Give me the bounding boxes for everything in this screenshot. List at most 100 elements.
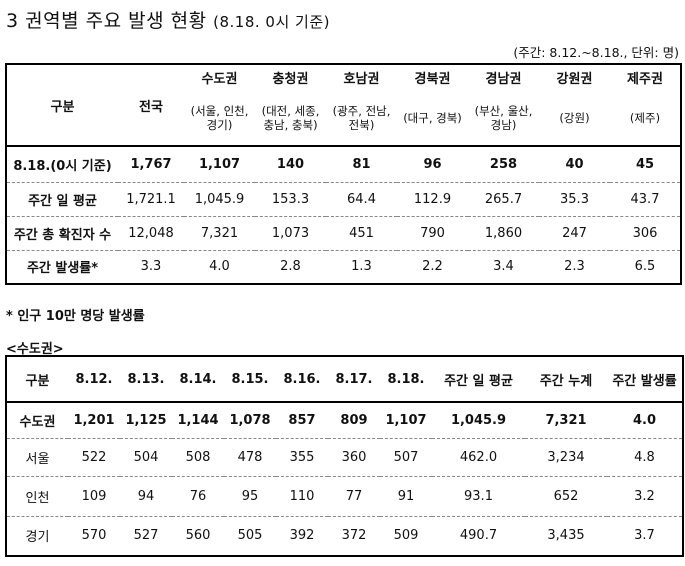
- header-region-name: 수도권: [201, 72, 238, 87]
- table-cell: 809: [340, 412, 368, 428]
- title-sub: (8.18. 0시 기준): [213, 13, 330, 31]
- table1-header-row: 구분 전국 수도권 충청권 호남권 경북권 경남권 강원권 제주권: [6, 64, 681, 115]
- header-region-detail: (서울, 인천, 경기): [190, 103, 249, 132]
- header-cell: 8.18.: [387, 371, 425, 387]
- header-region-detail: (부산, 울산, 경남): [474, 103, 533, 132]
- header-cell: 주간 발생률: [612, 373, 677, 389]
- row-label: 주간 총 확진자 수: [6, 215, 118, 250]
- table-cell: 3.3: [118, 249, 184, 284]
- table-cell: 153.3: [255, 181, 326, 216]
- table-cell: 306: [610, 215, 681, 250]
- table-cell: 1,073: [255, 215, 326, 250]
- table-cell: 1,107: [198, 156, 241, 172]
- header-cell: 주간 누계: [539, 373, 593, 389]
- table-cell: 7,321: [545, 412, 587, 428]
- header-region-detail: (제주): [629, 110, 661, 125]
- table-cell: 247: [539, 215, 610, 250]
- table-cell: 527: [120, 515, 172, 556]
- table-cell: 1,045.9: [184, 181, 255, 216]
- header-region-detail: (대구, 경북): [403, 110, 462, 125]
- table-row: 경기 570 527 560 505 392 372 509 490.7 3,4…: [6, 515, 683, 556]
- table-cell: 3,435: [525, 515, 607, 556]
- table-cell: 2.2: [397, 249, 468, 284]
- header-region-name: 경남권: [485, 72, 522, 87]
- header-region-name: 경북권: [414, 72, 451, 87]
- section-title: <수도권>: [6, 342, 64, 357]
- table-row: 주간 일 평균 1,721.1 1,045.9 153.3 64.4 112.9…: [6, 181, 681, 216]
- table-cell: 91: [380, 475, 432, 516]
- table-cell: 95: [224, 475, 276, 516]
- row-label: 수도권: [19, 414, 56, 430]
- table-cell: 2.3: [539, 249, 610, 284]
- table-cell: 109: [68, 475, 120, 516]
- table-row: 주간 발생률* 3.3 4.0 2.8 1.3 2.2 3.4 2.3 6.5: [6, 249, 681, 284]
- table1-header-detail-row: (서울, 인천, 경기) (대전, 세종, 충남, 충북) (광주, 전남, 전…: [6, 90, 681, 146]
- table-cell: 2.8: [255, 249, 326, 284]
- table-cell: 93.1: [432, 475, 525, 516]
- header-cell: 8.14.: [179, 371, 217, 387]
- table-cell: 1,107: [385, 412, 427, 428]
- header-region-name: 강원권: [556, 72, 593, 87]
- table-cell: 94: [120, 475, 172, 516]
- table-cell: 81: [352, 156, 371, 172]
- row-label: 서울: [6, 437, 68, 476]
- table-cell: 1,721.1: [118, 181, 184, 216]
- table-cell: 355: [276, 437, 328, 476]
- table-cell: 40: [565, 156, 584, 172]
- header-cell: 주간 일 평균: [444, 373, 513, 389]
- table-cell: 560: [172, 515, 224, 556]
- table-cell: 1,078: [229, 412, 271, 428]
- row-label: 8.18.(0시 기준): [13, 158, 112, 174]
- table-cell: 4.8: [607, 437, 683, 476]
- table-cell: 509: [380, 515, 432, 556]
- table-cell: 505: [224, 515, 276, 556]
- table-cell: 1,125: [125, 412, 167, 428]
- table-cell: 3.4: [468, 249, 539, 284]
- footnote: * 인구 10만 명당 발생률: [6, 309, 145, 324]
- table-row: 서울 522 504 508 478 355 360 507 462.0 3,2…: [6, 437, 683, 476]
- unit-note: (주간: 8.12.~8.18., 단위: 명): [513, 45, 679, 60]
- regional-summary-table: 구분 전국 수도권 충청권 호남권 경북권 경남권 강원권 제주권 (서울, 인…: [5, 63, 682, 285]
- table-cell: 43.7: [610, 181, 681, 216]
- table-cell: 77: [328, 475, 380, 516]
- header-cell: 8.15.: [231, 371, 269, 387]
- table-cell: 96: [423, 156, 442, 172]
- table-cell: 508: [172, 437, 224, 476]
- header-cell: 8.17.: [335, 371, 373, 387]
- row-label: 인천: [6, 475, 68, 516]
- table-cell: 1,767: [130, 156, 172, 172]
- header-category: 구분: [50, 99, 75, 115]
- page-title: 3 권역별 주요 발생 현황 (8.18. 0시 기준): [6, 6, 330, 33]
- header-region-name: 호남권: [343, 72, 380, 87]
- header-region-name: 충청권: [272, 72, 309, 87]
- table-cell: 140: [276, 156, 305, 172]
- table-cell: 7,321: [184, 215, 255, 250]
- table-row: 인천 109 94 76 95 110 77 91 93.1 652 3.2: [6, 475, 683, 516]
- table-cell: 570: [68, 515, 120, 556]
- header-region-name: 제주권: [627, 72, 663, 87]
- table-cell: 478: [224, 437, 276, 476]
- table-row: 주간 총 확진자 수 12,048 7,321 1,073 451 790 1,…: [6, 215, 681, 250]
- table-cell: 112.9: [397, 181, 468, 216]
- table-cell: 392: [276, 515, 328, 556]
- header-region-detail: (광주, 전남, 전북): [332, 103, 391, 132]
- capital-area-table: 구분 8.12. 8.13. 8.14. 8.15. 8.16. 8.17. 8…: [5, 355, 684, 557]
- table-cell: 1,860: [468, 215, 539, 250]
- table-cell: 12,048: [118, 215, 184, 250]
- row-label: 경기: [6, 515, 68, 556]
- table-cell: 490.7: [432, 515, 525, 556]
- table-cell: 1,045.9: [450, 412, 507, 428]
- table-cell: 652: [525, 475, 607, 516]
- header-nationwide: 전국: [139, 99, 163, 115]
- table-cell: 3.7: [607, 515, 683, 556]
- table-cell: 1,201: [73, 412, 115, 428]
- table-cell: 4.0: [632, 412, 657, 428]
- table-cell: 1.3: [326, 249, 397, 284]
- table-cell: 451: [326, 215, 397, 250]
- table-cell: 4.0: [184, 249, 255, 284]
- header-cell: 구분: [25, 373, 50, 389]
- table-cell: 3.2: [607, 475, 683, 516]
- table-cell: 45: [635, 156, 655, 172]
- row-label: 주간 발생률*: [6, 249, 118, 284]
- table-cell: 6.5: [610, 249, 681, 284]
